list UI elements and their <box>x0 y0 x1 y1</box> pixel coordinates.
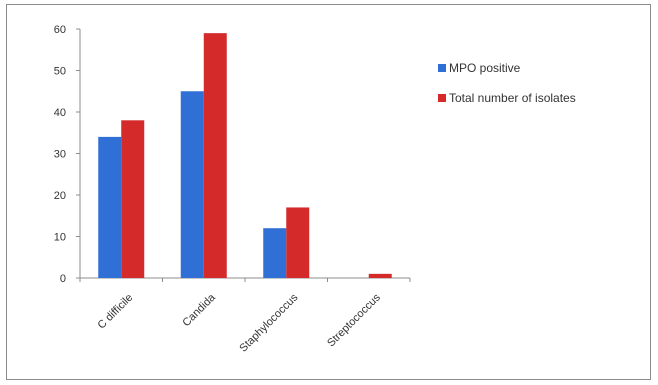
bar-mpo-positive <box>263 228 287 278</box>
category-label: Candida <box>180 291 218 329</box>
bar-total-isolates <box>286 207 310 278</box>
y-tick-label: 30 <box>54 149 66 161</box>
category-label: C difficile <box>95 292 135 332</box>
bars <box>98 33 392 279</box>
legend-label: Total number of isolates <box>449 91 576 105</box>
y-tick-label: 50 <box>54 66 66 78</box>
bar-total-isolates <box>121 120 145 278</box>
legend-label: MPO positive <box>449 61 521 75</box>
legend: MPO positive Total number of isolates <box>438 61 576 105</box>
y-tick-label: 40 <box>54 107 66 119</box>
legend-swatch <box>438 94 446 102</box>
category-label: Staphylococcus <box>237 291 300 354</box>
legend-swatch <box>438 64 446 72</box>
bar-mpo-positive <box>98 136 122 278</box>
y-tick-label: 60 <box>54 24 66 36</box>
y-tick-label: 20 <box>54 190 66 202</box>
category-label: Streptococcus <box>325 291 383 349</box>
y-tick-label: 10 <box>54 232 66 244</box>
bar-mpo-positive <box>180 91 204 278</box>
bar-total-isolates <box>203 33 227 279</box>
bar-total-isolates <box>368 273 392 278</box>
y-tick-label: 0 <box>60 273 66 285</box>
